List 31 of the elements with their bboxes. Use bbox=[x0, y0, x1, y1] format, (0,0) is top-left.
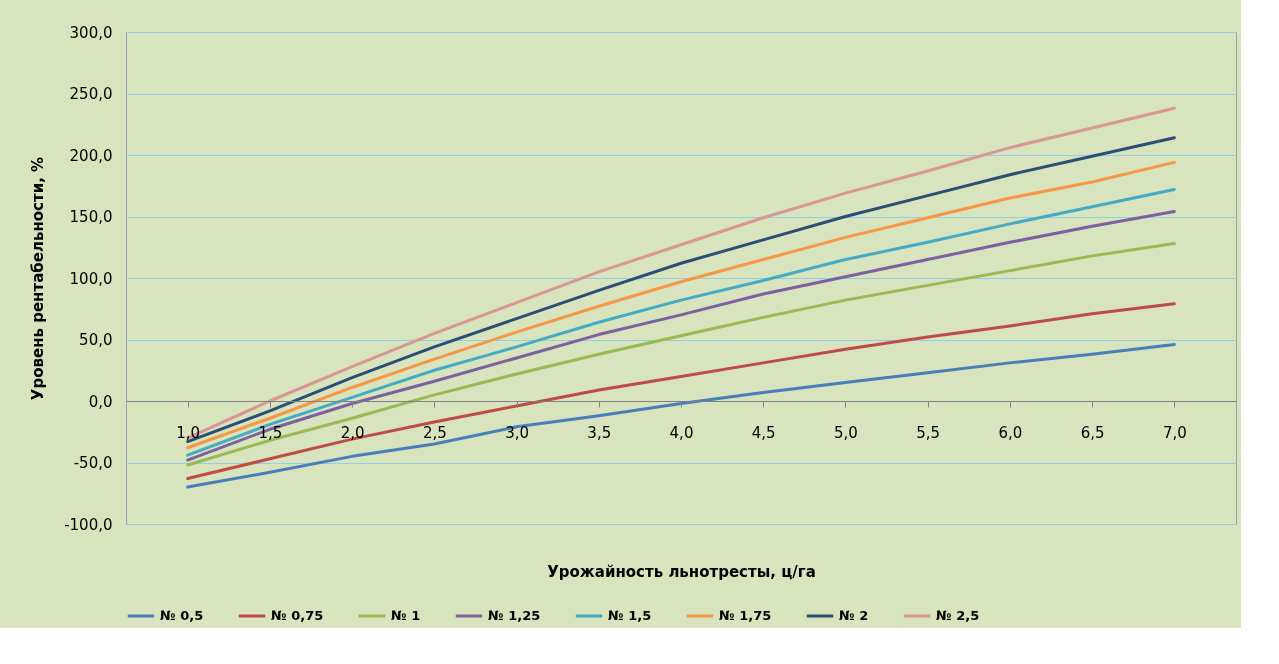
x-tick-label: 4,0 bbox=[669, 423, 694, 442]
y-tick-label: -100,0 bbox=[64, 515, 113, 534]
x-tick-label: 2,0 bbox=[340, 423, 365, 442]
x-tick-label: 3,5 bbox=[587, 423, 612, 442]
y-axis-title: Уровень рентабельности, % bbox=[29, 156, 48, 401]
y-tick-label: 150,0 bbox=[69, 208, 113, 226]
y-tick-label: 200,0 bbox=[69, 146, 113, 165]
legend-label: № 0,5 bbox=[160, 608, 204, 623]
y-tick-label: -50,0 bbox=[73, 454, 113, 472]
x-tick-label: 6,5 bbox=[1080, 423, 1105, 442]
x-axis-title: Урожайность льнотресты, ц/га bbox=[547, 562, 816, 581]
legend-label: № 2,5 bbox=[936, 608, 980, 623]
x-tick-label: 7,0 bbox=[1162, 423, 1187, 442]
legend-label: № 1,5 bbox=[608, 608, 652, 623]
x-tick-label: 5,5 bbox=[916, 423, 941, 442]
legend-label: № 1 bbox=[391, 608, 421, 623]
y-tick-label: 250,0 bbox=[69, 85, 113, 103]
y-tick-label: 100,0 bbox=[69, 269, 113, 288]
x-tick-label: 5,0 bbox=[834, 423, 858, 442]
x-tick-label: 6,0 bbox=[998, 423, 1023, 442]
y-tick-label: 0,0 bbox=[88, 392, 113, 411]
x-tick-label: 3,0 bbox=[505, 423, 529, 442]
legend-label: № 0,75 bbox=[271, 608, 324, 623]
x-tick-label: 2,5 bbox=[422, 423, 447, 442]
legend-label: № 1,75 bbox=[719, 608, 772, 623]
x-tick-label: 1,0 bbox=[176, 423, 201, 442]
x-tick-label: 4,5 bbox=[751, 423, 776, 442]
legend-label: № 1,25 bbox=[488, 608, 541, 623]
y-tick-label: 50,0 bbox=[79, 331, 113, 349]
y-tick-label: 300,0 bbox=[69, 23, 113, 42]
legend-label: № 2 bbox=[839, 608, 869, 623]
